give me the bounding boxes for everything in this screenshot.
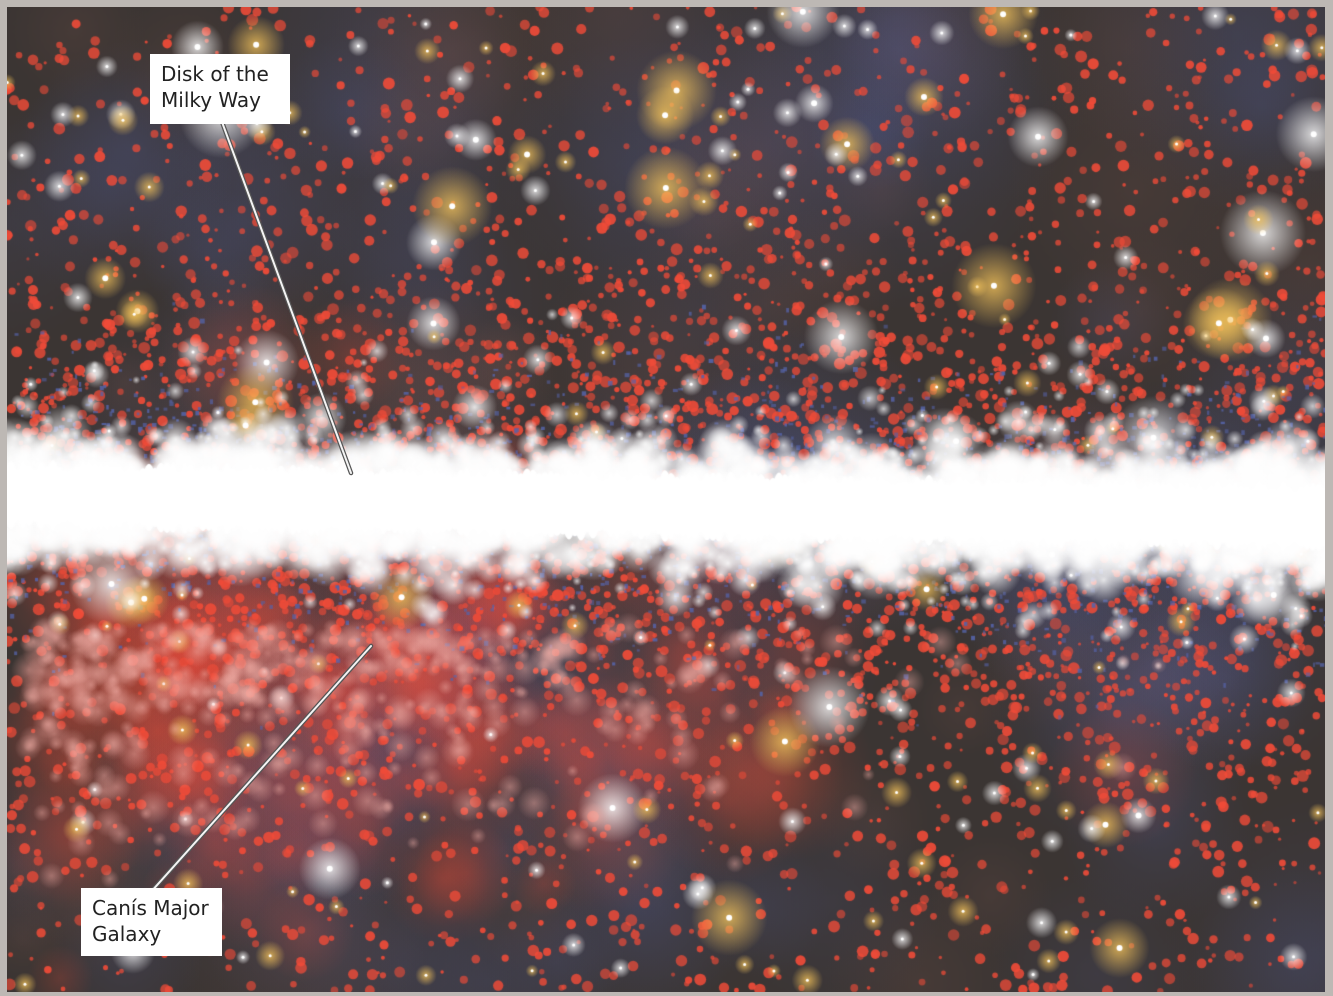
disk-of-milky-way-label: Disk of the Milky Way — [150, 54, 290, 124]
canis-label-line1: Canís Major — [92, 896, 209, 920]
disk-label-line2: Milky Way — [161, 88, 262, 112]
disk-label-line1: Disk of the — [161, 62, 269, 86]
star-field-image — [7, 7, 1325, 992]
canis-major-galaxy-label: Canís Major Galaxy — [81, 888, 222, 956]
star-field-canvas — [7, 7, 1325, 992]
canis-label-line2: Galaxy — [92, 922, 162, 946]
